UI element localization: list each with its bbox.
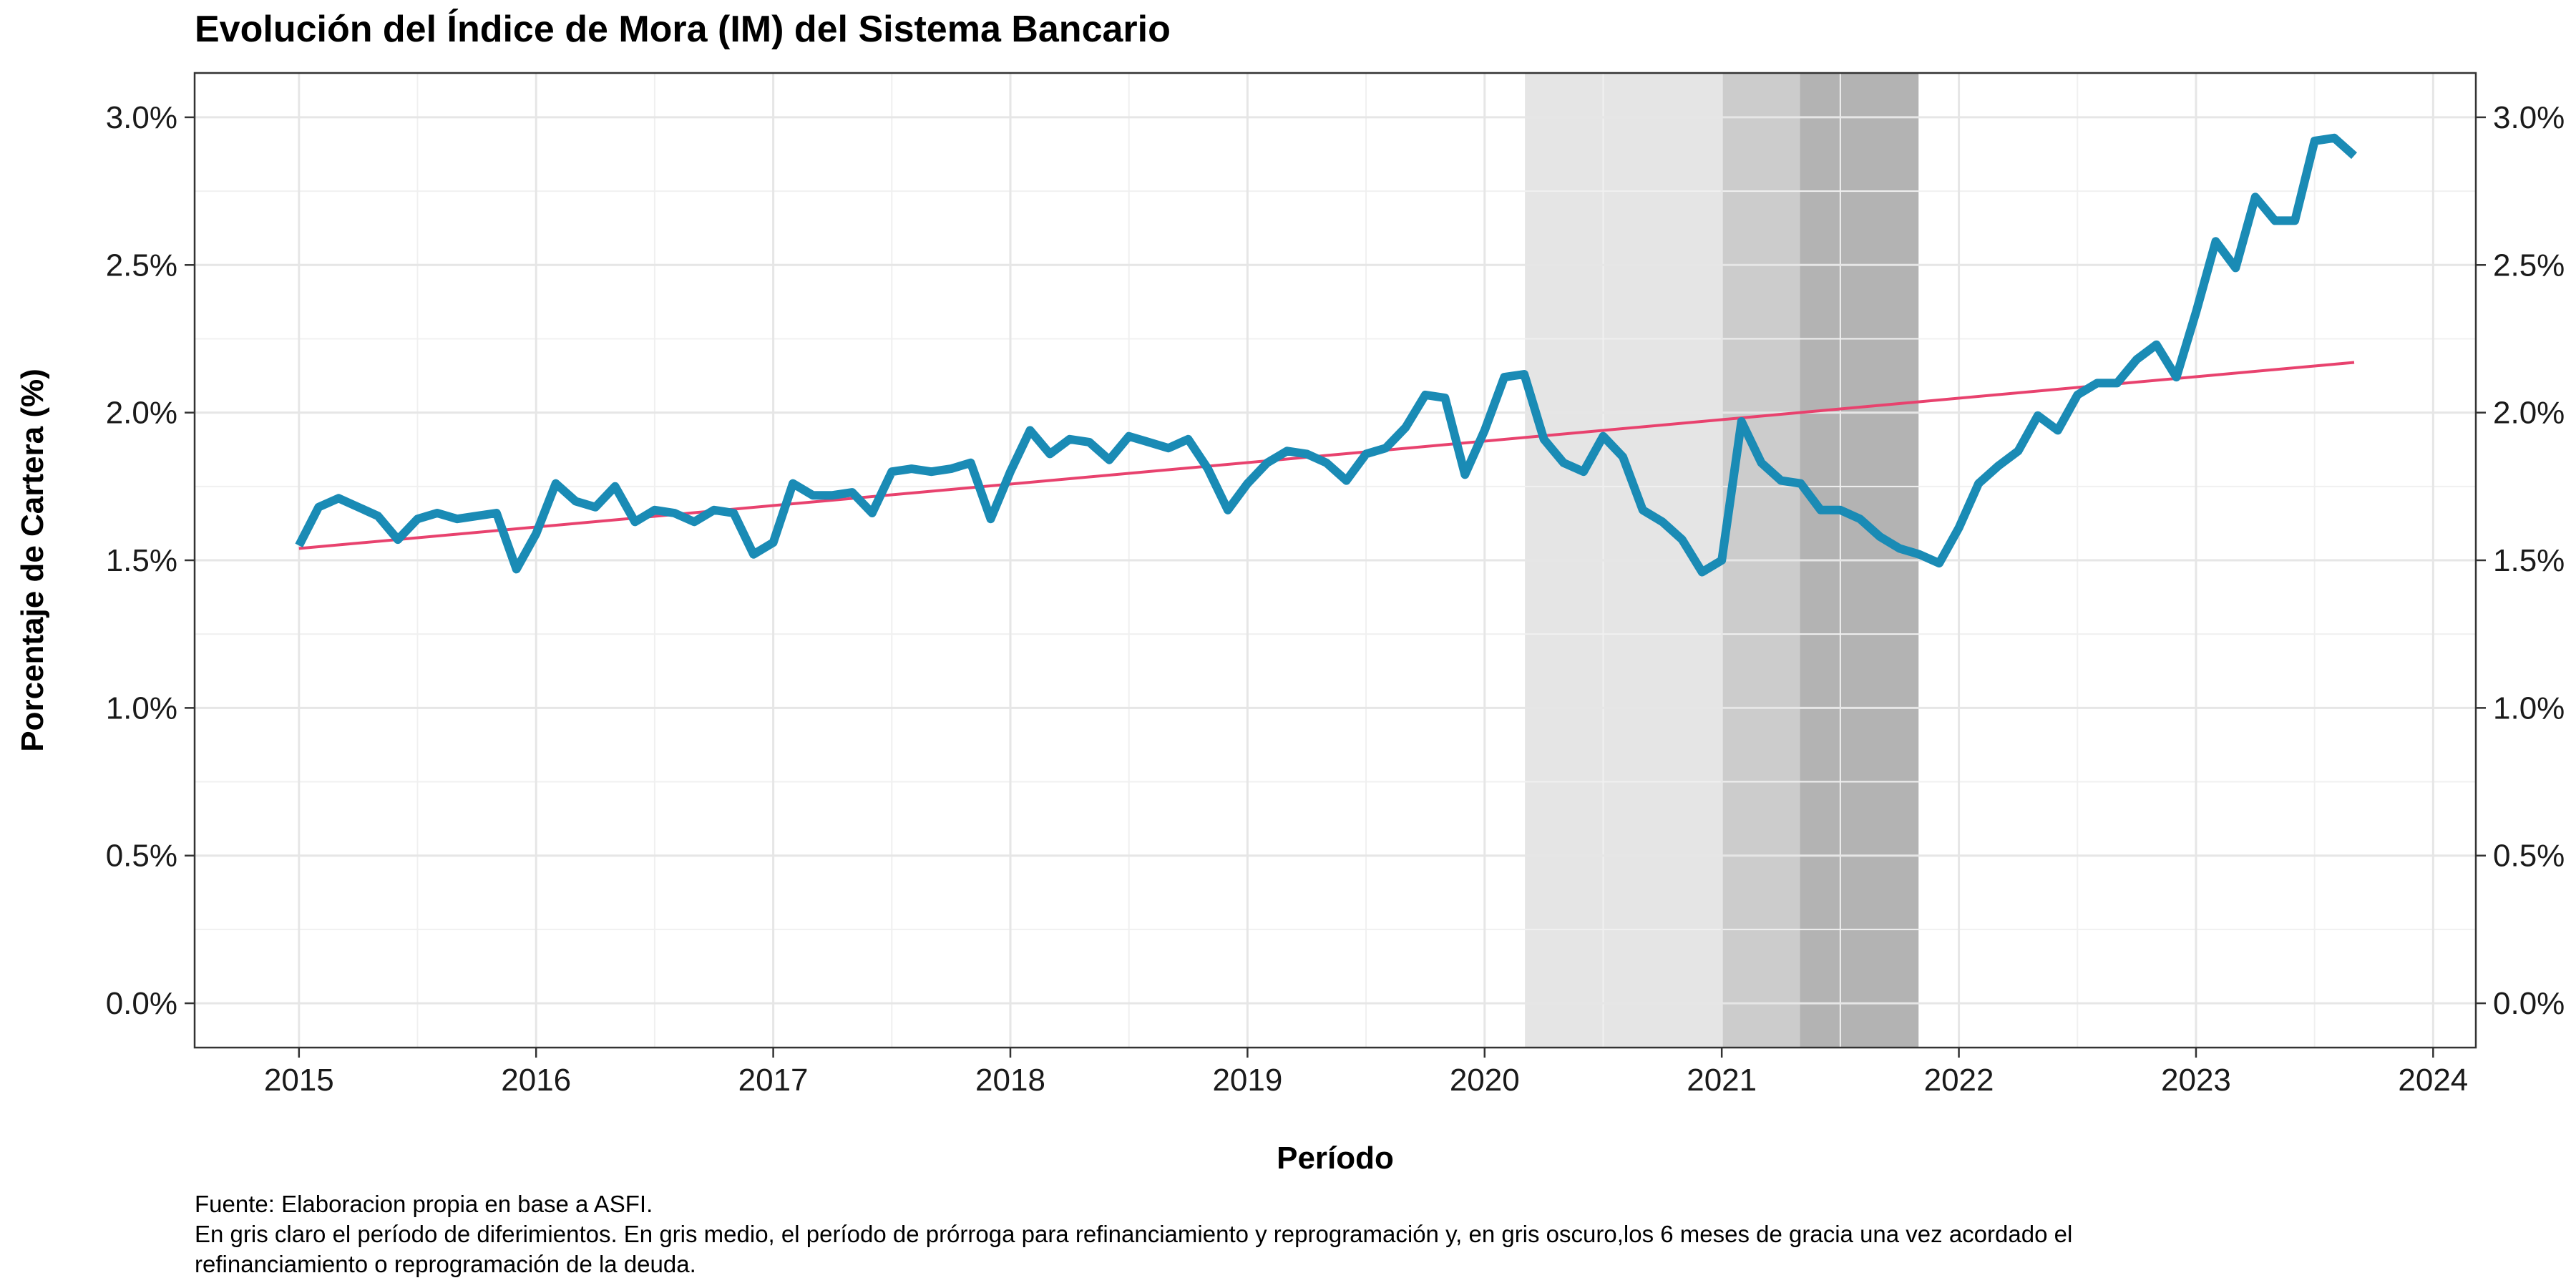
x-tick-label: 2024 [2398, 1063, 2468, 1098]
grid-lines [195, 73, 2476, 1048]
y-tick-label-left: 0.5% [106, 839, 177, 874]
y-tick-label-right: 1.5% [2493, 543, 2565, 578]
trend-line [298, 361, 2355, 550]
y-tick-label-left: 2.0% [106, 396, 177, 431]
y-tick-label-left: 3.0% [106, 100, 177, 135]
y-tick-label-left: 1.5% [106, 543, 177, 578]
y-tick-label-right: 0.0% [2493, 986, 2565, 1021]
x-tick-label: 2021 [1687, 1063, 1757, 1098]
caption: Fuente: Elaboracion propia en base a ASF… [195, 1189, 2072, 1279]
axes-layer: 0.0% 0.0% 0.5% 0.5% 1.0% 1.0% 1.5% 1.5% 2.0% 2.0%… [106, 100, 2565, 1098]
y-tick-label-right: 3.0% [2493, 100, 2565, 135]
caption-note-line-1: En gris claro el período de diferimiento… [195, 1221, 2073, 1247]
y-tick-label-right: 2.5% [2493, 248, 2565, 283]
y-axis-label: Porcentaje de Cartera (%) [15, 369, 50, 752]
y-tick-label-left: 1.0% [106, 691, 177, 726]
x-tick-label: 2018 [975, 1063, 1045, 1098]
y-tick-label-right: 1.0% [2493, 691, 2565, 726]
chart-title: Evolución del Índice de Mora (IM) del Si… [195, 9, 1171, 50]
y-tick-label-left: 2.5% [106, 248, 177, 283]
caption-note-line-2: refinanciamiento o reprogramación de la … [195, 1251, 696, 1277]
x-axis-label: Período [1277, 1141, 1394, 1176]
y-tick-label-right: 2.0% [2493, 396, 2565, 431]
x-tick-label: 2016 [501, 1063, 571, 1098]
y-tick-label-right: 0.5% [2493, 839, 2565, 874]
x-tick-label: 2019 [1212, 1063, 1282, 1098]
x-tick-label: 2015 [264, 1063, 334, 1098]
x-tick-label: 2023 [2161, 1063, 2231, 1098]
y-tick-label-left: 0.0% [106, 986, 177, 1021]
caption-source: Fuente: Elaboracion propia en base a ASF… [195, 1191, 653, 1217]
x-tick-label: 2020 [1450, 1063, 1520, 1098]
series-layer [295, 133, 2357, 577]
series-line-1 [295, 133, 2357, 577]
x-tick-label: 2017 [738, 1063, 809, 1098]
x-tick-label: 2022 [1924, 1063, 1994, 1098]
